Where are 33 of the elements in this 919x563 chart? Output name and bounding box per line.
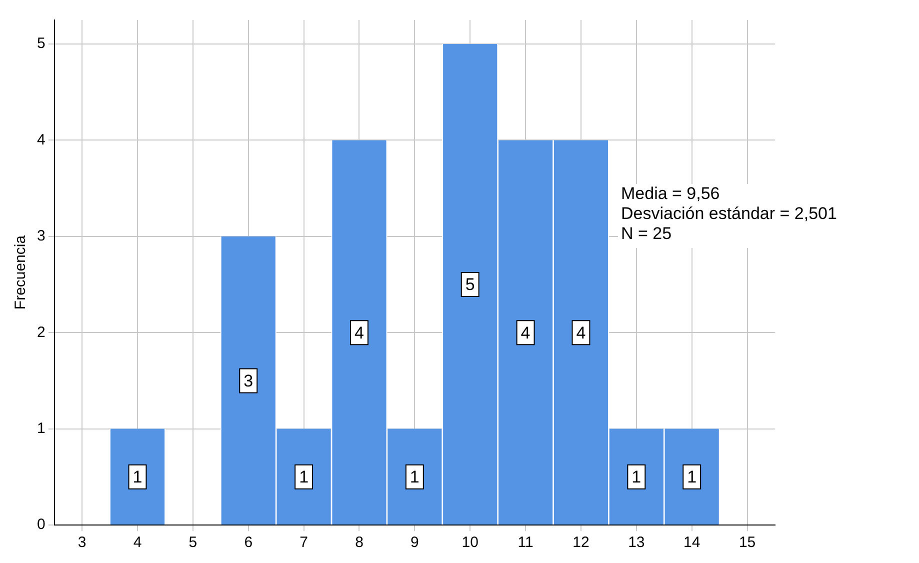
y-tick-label: 0	[37, 516, 46, 534]
data-label: 5	[465, 275, 475, 294]
x-tick-label: 8	[355, 534, 364, 552]
x-tick-label: 6	[244, 534, 253, 552]
data-label: 4	[576, 323, 586, 342]
x-tick-label: 13	[628, 534, 645, 552]
data-label: 4	[354, 323, 364, 342]
x-tick-label: 5	[188, 534, 198, 552]
y-tick-label: 2	[37, 324, 46, 341]
y-tick-label: 5	[37, 35, 46, 52]
data-label: 3	[244, 371, 254, 390]
x-tick-label: 4	[133, 534, 142, 552]
x-tick-label: 7	[300, 534, 308, 552]
annotation: Desviación estándar = 2,501	[621, 204, 837, 224]
y-tick-label: 4	[37, 131, 46, 148]
annotation: Media = 9,56	[621, 184, 720, 204]
data-label: 1	[632, 468, 642, 487]
data-label: 1	[410, 468, 420, 487]
x-tick-label: 15	[738, 534, 756, 552]
data-label: 1	[687, 468, 697, 487]
x-tick-label: 14	[684, 534, 700, 552]
x-tick-label: 3	[78, 534, 86, 552]
y-tick-label: 3	[37, 228, 46, 245]
annotation: N = 25	[621, 224, 672, 244]
y-tick-label: 1	[37, 420, 46, 437]
y-axis-title: Frecuencia	[12, 234, 30, 310]
x-tick-label: 11	[518, 534, 534, 552]
data-label: 1	[299, 468, 309, 487]
x-tick-label: 9	[410, 534, 419, 552]
x-tick-label: 12	[572, 534, 590, 552]
x-tick-label: 10	[462, 534, 478, 552]
data-label: 4	[520, 323, 530, 342]
data-label: 1	[132, 468, 142, 487]
